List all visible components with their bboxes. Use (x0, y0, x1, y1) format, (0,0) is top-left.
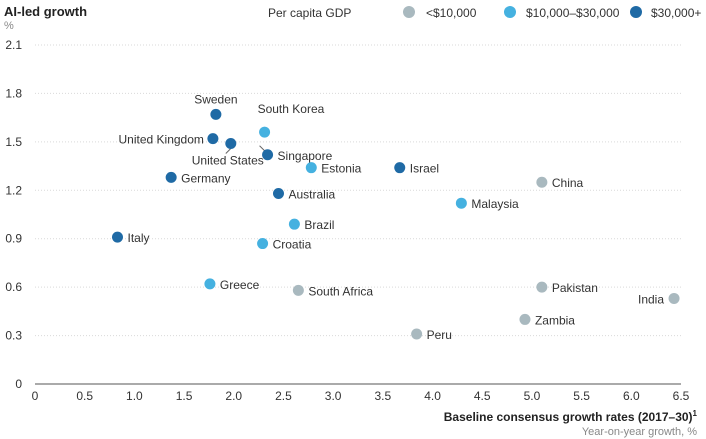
label-italy: Italy (127, 231, 149, 245)
x-axis-unit: Year-on-year growth, % (582, 426, 697, 438)
x-axis-title-footnote: 1 (693, 409, 698, 418)
x-tick-label: 6.0 (623, 389, 640, 403)
label-zambia: Zambia (535, 313, 575, 327)
y-tick-label: 0.6 (5, 280, 22, 294)
point-germany (165, 171, 177, 183)
label-greece: Greece (220, 278, 260, 292)
x-tick-label: 0 (32, 389, 39, 403)
label-sweden: Sweden (194, 92, 237, 106)
legend-label-mid: $10,000–$30,000 (526, 6, 620, 20)
legend-marker-mid (504, 6, 516, 18)
point-italy (111, 231, 123, 243)
point-labels: Sweden South Korea United Kingdom United St… (119, 92, 665, 342)
label-south-africa: South Africa (308, 284, 373, 298)
point-india (668, 292, 680, 304)
point-south-korea (259, 126, 271, 138)
leader-lines (225, 145, 265, 154)
x-axis-title-text: Baseline consensus growth rates (2017–30… (444, 410, 693, 424)
y-axis-title: AI-led growth (4, 4, 87, 19)
point-brazil (288, 218, 300, 230)
point-united-kingdom (207, 133, 219, 145)
y-tick-label: 0.9 (5, 232, 22, 246)
label-croatia: Croatia (273, 238, 312, 252)
x-axis-title: Baseline consensus growth rates (2017–30… (444, 409, 698, 424)
label-india: India (638, 292, 664, 306)
y-tick-label: 1.5 (5, 135, 22, 149)
legend-marker-high (630, 6, 642, 18)
legend-label-high: $30,000+ (651, 6, 701, 20)
point-greece (204, 278, 216, 290)
point-sweden (210, 108, 222, 120)
x-tick-labels: 0 0.5 1.0 1.5 2.0 2.5 3.0 3.5 4.0 4.5 5.0 5.5 6.0 6.5 (32, 389, 690, 403)
label-pakistan: Pakistan (552, 281, 598, 295)
label-brazil: Brazil (304, 218, 334, 232)
point-peru (411, 328, 423, 340)
x-tick-label: 1.0 (126, 389, 143, 403)
label-germany: Germany (181, 171, 230, 185)
x-tick-label: 3.5 (375, 389, 392, 403)
x-tick-label: 3.0 (325, 389, 342, 403)
y-tick-labels: 0 0.3 0.6 0.9 1.2 1.5 1.8 2.1 (5, 38, 22, 391)
y-tick-label: 1.8 (5, 86, 22, 100)
legend-marker-low (403, 6, 415, 18)
leader-united-states (225, 148, 232, 154)
x-tick-label: 2.5 (275, 389, 292, 403)
point-china (536, 176, 548, 188)
point-south-africa (292, 284, 304, 296)
x-tick-label: 4.0 (424, 389, 441, 403)
point-zambia (519, 313, 531, 325)
label-peru: Peru (427, 328, 452, 342)
legend-title: Per capita GDP (268, 6, 351, 20)
point-israel (394, 162, 406, 174)
x-tick-label: 2.0 (225, 389, 242, 403)
label-australia: Australia (288, 188, 335, 202)
point-australia (272, 188, 284, 200)
point-singapore (262, 149, 274, 161)
x-tick-label: 6.5 (673, 389, 690, 403)
label-estonia: Estonia (321, 162, 361, 176)
label-china: China (552, 176, 584, 190)
point-malaysia (455, 197, 467, 209)
point-pakistan (536, 281, 548, 293)
legend-label-low: <$10,000 (426, 6, 477, 20)
label-united-kingdom: United Kingdom (119, 133, 204, 147)
point-estonia (305, 162, 317, 174)
label-israel: Israel (410, 162, 439, 176)
label-singapore: Singapore (278, 149, 333, 163)
x-tick-label: 1.5 (176, 389, 193, 403)
x-tick-label: 4.5 (474, 389, 491, 403)
y-tick-label: 0.3 (5, 329, 22, 343)
point-croatia (257, 238, 269, 250)
label-malaysia: Malaysia (471, 197, 519, 211)
x-tick-label: 5.0 (524, 389, 541, 403)
legend: Per capita GDP <$10,000 $10,000–$30,000 … (268, 6, 701, 20)
x-tick-label: 5.5 (573, 389, 590, 403)
label-united-states: United States (192, 153, 264, 167)
x-tick-label: 0.5 (76, 389, 93, 403)
y-tick-label: 1.2 (5, 183, 22, 197)
y-tick-label: 0 (15, 377, 22, 391)
label-south-korea: South Korea (258, 102, 325, 116)
point-united-states (225, 137, 237, 149)
y-tick-label: 2.1 (5, 38, 22, 52)
leader-singapore (259, 145, 265, 152)
y-axis-unit: % (4, 20, 14, 32)
data-points (111, 108, 680, 340)
